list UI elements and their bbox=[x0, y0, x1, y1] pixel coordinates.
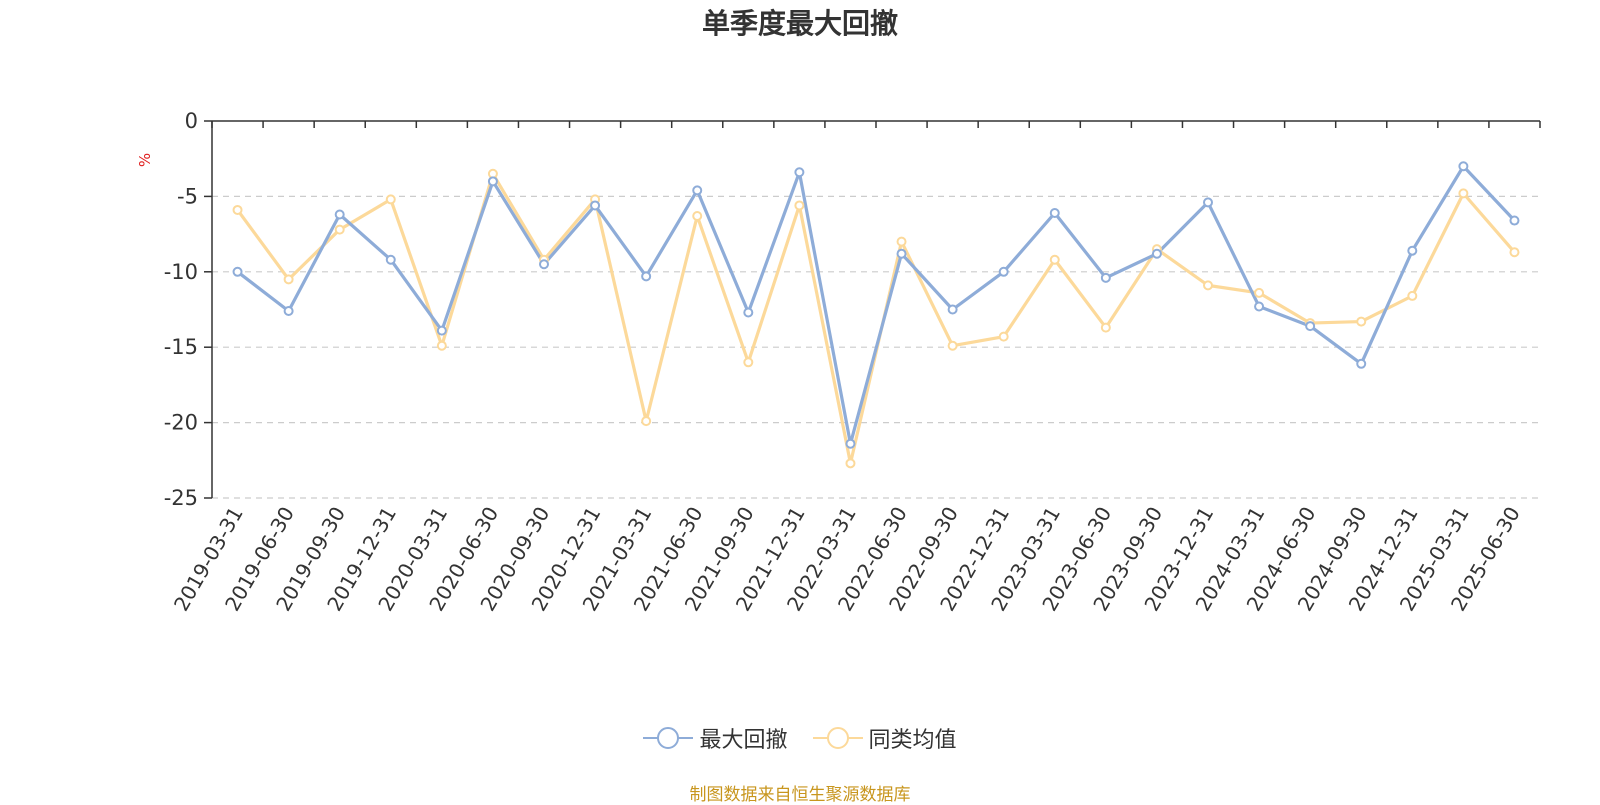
data-point[interactable] bbox=[1305, 321, 1316, 332]
data-point[interactable] bbox=[743, 357, 754, 368]
data-point[interactable] bbox=[283, 274, 294, 285]
data-point[interactable] bbox=[334, 224, 345, 235]
data-point[interactable] bbox=[998, 266, 1009, 277]
y-tick-labels: 0 -5 -10 -15 -20 -25 bbox=[164, 109, 198, 510]
data-point[interactable] bbox=[436, 340, 447, 351]
y-tick-label: -25 bbox=[164, 486, 198, 510]
data-point[interactable] bbox=[487, 176, 498, 187]
data-point[interactable] bbox=[845, 458, 856, 469]
legend-item-max-drawdown[interactable]: 最大回撤 bbox=[643, 722, 787, 754]
data-point[interactable] bbox=[1254, 301, 1265, 312]
y-axis-unit-label: % bbox=[136, 153, 154, 167]
data-point[interactable] bbox=[794, 200, 805, 211]
x-tick-labels: 2019-03-312019-06-302019-09-302019-12-31… bbox=[169, 503, 1525, 616]
data-point[interactable] bbox=[1509, 247, 1520, 258]
legend: 最大回撤 同类均值 bbox=[0, 722, 1600, 754]
series-lines bbox=[232, 161, 1520, 469]
data-source-note: 制图数据来自恒生聚源数据库 bbox=[689, 785, 911, 805]
data-point[interactable] bbox=[232, 266, 243, 277]
data-point[interactable] bbox=[896, 236, 907, 247]
data-point[interactable] bbox=[641, 416, 652, 427]
data-point[interactable] bbox=[232, 204, 243, 215]
data-point[interactable] bbox=[1407, 290, 1418, 301]
data-point[interactable] bbox=[896, 248, 907, 259]
chart-title: 单季度最大回撤 bbox=[701, 7, 898, 40]
series-line-0 bbox=[236, 164, 1516, 446]
data-point[interactable] bbox=[1100, 322, 1111, 333]
y-tick-label: -15 bbox=[164, 335, 198, 359]
data-point[interactable] bbox=[641, 271, 652, 282]
y-tick-label: 0 bbox=[185, 109, 198, 133]
data-point[interactable] bbox=[385, 194, 396, 205]
data-point[interactable] bbox=[947, 340, 958, 351]
data-point[interactable] bbox=[1049, 254, 1060, 265]
data-point[interactable] bbox=[1458, 161, 1469, 172]
data-point[interactable] bbox=[539, 259, 549, 270]
data-point[interactable] bbox=[1151, 248, 1162, 259]
data-point[interactable] bbox=[385, 254, 396, 265]
data-point[interactable] bbox=[743, 307, 754, 318]
data-point[interactable] bbox=[1049, 207, 1060, 218]
axes bbox=[204, 120, 1541, 499]
data-point[interactable] bbox=[1356, 316, 1367, 327]
y-tick-label: -10 bbox=[164, 260, 198, 284]
data-point[interactable] bbox=[1458, 188, 1469, 199]
data-point[interactable] bbox=[1203, 197, 1213, 208]
data-point[interactable] bbox=[692, 211, 703, 222]
legend-label-max-drawdown: 最大回撤 bbox=[699, 728, 788, 753]
data-point[interactable] bbox=[1254, 287, 1265, 298]
legend-marker-max-drawdown-icon bbox=[643, 727, 694, 749]
data-point[interactable] bbox=[1509, 215, 1520, 226]
legend-label-category-average: 同类均值 bbox=[868, 728, 957, 753]
series-line-1 bbox=[236, 172, 1516, 465]
data-point[interactable] bbox=[794, 167, 805, 178]
data-point[interactable] bbox=[334, 209, 345, 220]
data-point[interactable] bbox=[283, 306, 294, 317]
data-point[interactable] bbox=[998, 331, 1009, 342]
y-tick-label: -20 bbox=[164, 411, 198, 435]
data-point[interactable] bbox=[845, 438, 856, 449]
data-point[interactable] bbox=[1100, 272, 1111, 283]
legend-marker-category-average-icon bbox=[812, 727, 863, 749]
data-point[interactable] bbox=[692, 185, 703, 196]
data-point[interactable] bbox=[947, 304, 958, 315]
data-point[interactable] bbox=[1356, 358, 1367, 369]
data-point[interactable] bbox=[1203, 280, 1213, 291]
legend-item-category-average[interactable]: 同类均值 bbox=[812, 722, 957, 754]
data-point[interactable] bbox=[1407, 245, 1418, 256]
y-tick-label: -5 bbox=[177, 184, 198, 208]
data-point[interactable] bbox=[436, 325, 447, 336]
data-point[interactable] bbox=[590, 200, 601, 211]
